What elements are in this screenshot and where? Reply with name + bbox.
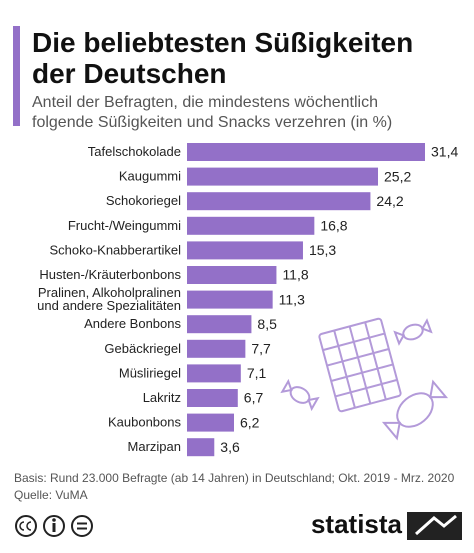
- value-label: 7,1: [247, 365, 267, 381]
- category-label: Schoko-Knabberartikel: [49, 243, 181, 258]
- chart-title: Die beliebtesten Süßigkeiten der Deutsche…: [32, 27, 413, 89]
- license-icons: [15, 515, 93, 537]
- bar: [187, 143, 425, 161]
- bar: [187, 389, 238, 407]
- category-label: Schokoriegel: [106, 194, 181, 209]
- value-label: 11,3: [279, 291, 305, 307]
- category-label: Gebäckriegel: [104, 341, 181, 356]
- logo-mark: [407, 512, 462, 540]
- value-label: 8,5: [257, 316, 277, 332]
- category-label: Marzipan: [128, 440, 181, 455]
- bar: [187, 290, 273, 309]
- category-label: Kaubonbons: [108, 415, 182, 430]
- source: Quelle: VuMA: [14, 488, 88, 502]
- value-label: 15,3: [309, 242, 336, 258]
- value-label: 6,2: [240, 414, 260, 430]
- value-label: 11,8: [282, 267, 308, 283]
- value-label: 25,2: [384, 168, 411, 184]
- bar: [187, 315, 252, 334]
- source-note: Basis: Rund 23.000 Befragte (ab 14 Jahre…: [14, 471, 455, 485]
- value-label: 3,6: [220, 439, 240, 455]
- bar: [187, 364, 241, 383]
- value-label: 24,2: [376, 193, 403, 209]
- illustration: [280, 317, 449, 441]
- bar: [187, 266, 277, 284]
- category-label: Frucht-/Weingummi: [68, 218, 181, 233]
- bar: [187, 167, 379, 186]
- bar: [187, 241, 303, 260]
- accent-bar: [13, 26, 20, 126]
- category-label: Müsliriegel: [119, 366, 181, 381]
- category-label: Andere Bonbons: [84, 317, 181, 332]
- bar: [187, 438, 215, 457]
- bar: [187, 339, 246, 358]
- bar: [187, 216, 315, 235]
- value-label: 7,7: [251, 341, 271, 357]
- category-label: Husten-/Kräuterbonbons: [39, 267, 181, 282]
- category-label: Pralinen, Alkoholpralinen und andere Spez…: [37, 286, 181, 314]
- logo-mark-line: [415, 514, 457, 536]
- logo: statista: [311, 509, 403, 539]
- chart-subtitle: Anteil der Befragten, die mindestens wöc…: [32, 94, 392, 131]
- category-label: Tafelschokolade: [88, 144, 181, 159]
- value-label: 16,8: [320, 218, 347, 234]
- category-label: Kaugummi: [119, 169, 181, 184]
- value-label: 6,7: [244, 390, 264, 406]
- value-label: 31,4: [431, 144, 458, 160]
- category-label: Lakritz: [143, 390, 181, 405]
- bar: [187, 413, 234, 432]
- bar: [187, 192, 371, 211]
